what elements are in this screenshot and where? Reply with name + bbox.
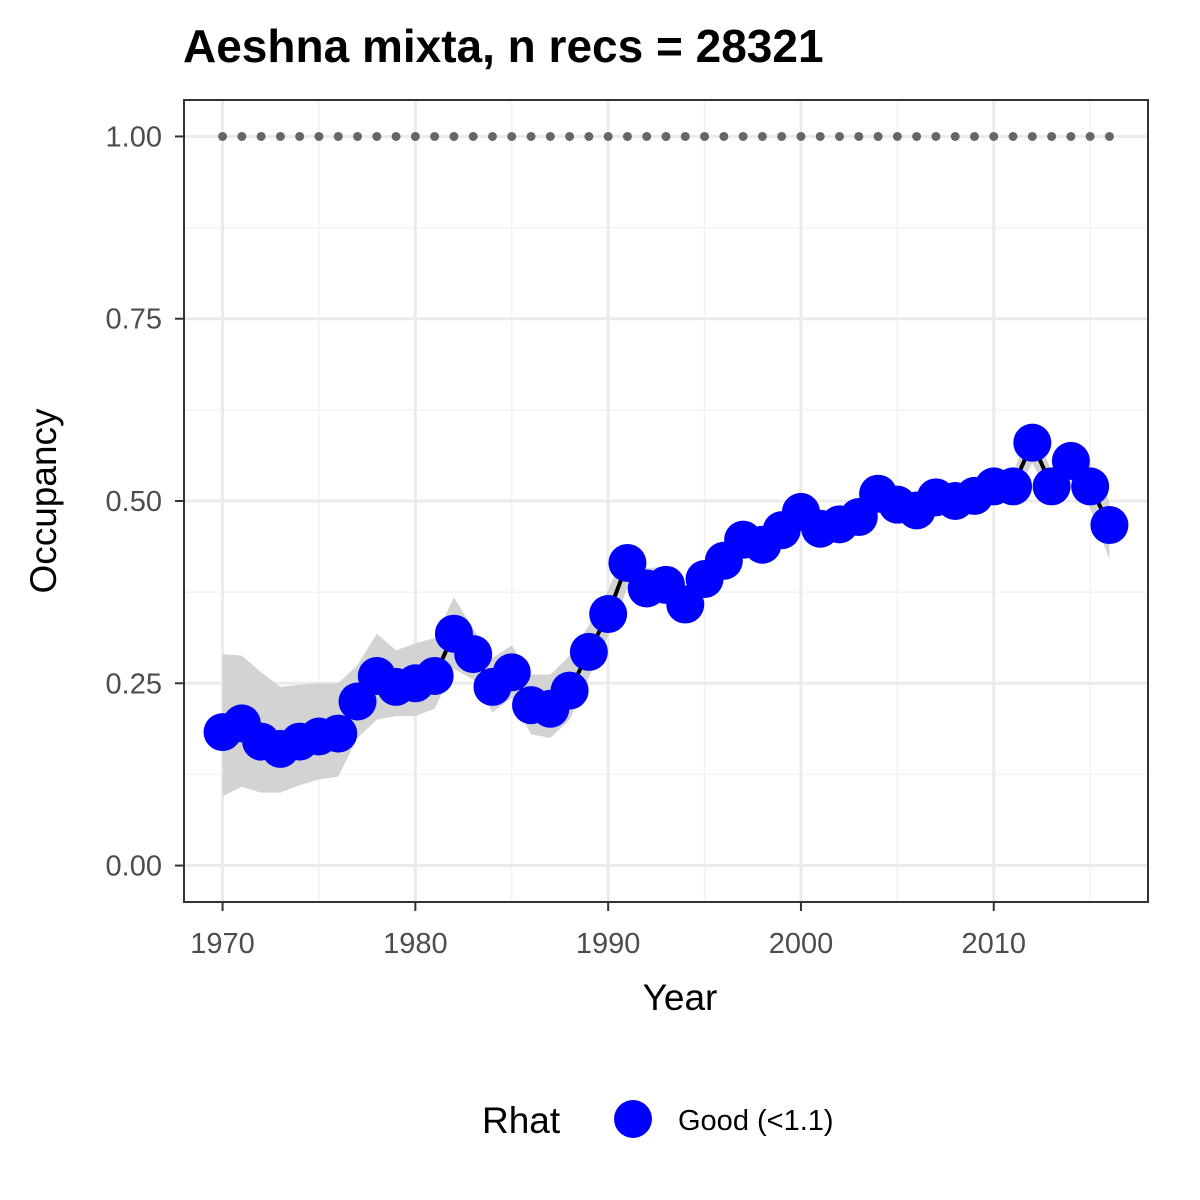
reference-dot <box>680 131 690 141</box>
reference-dot <box>1047 131 1057 141</box>
reference-dot <box>931 131 941 141</box>
reference-dot <box>1104 131 1114 141</box>
reference-dot <box>989 131 999 141</box>
reference-dot <box>969 131 979 141</box>
confidence-band <box>222 424 1110 797</box>
reference-dot <box>719 131 729 141</box>
reference-dot <box>410 131 420 141</box>
reference-dot <box>256 131 266 141</box>
reference-dot <box>757 131 767 141</box>
data-point <box>1071 467 1110 506</box>
y-tick-label: 0.25 <box>106 668 162 700</box>
reference-dot <box>275 131 285 141</box>
reference-dot <box>1027 131 1037 141</box>
y-axis: 0.00 0.25 0.50 0.75 1.00 <box>106 121 184 883</box>
data-point <box>1090 506 1129 545</box>
reference-dot <box>449 131 459 141</box>
reference-line <box>218 131 1114 141</box>
x-tick-label: 2010 <box>962 928 1027 960</box>
reference-dot <box>468 131 478 141</box>
reference-dot <box>565 131 575 141</box>
reference-dot <box>295 131 305 141</box>
reference-dot <box>333 131 343 141</box>
reference-dot <box>873 131 883 141</box>
x-axis-title: Year <box>643 977 718 1018</box>
x-tick-label: 1970 <box>190 928 255 960</box>
data-point <box>994 467 1033 506</box>
reference-dot <box>372 131 382 141</box>
reference-dot <box>584 131 594 141</box>
y-axis-title: Occupancy <box>23 408 64 594</box>
reference-dot <box>622 131 632 141</box>
reference-dot <box>430 131 440 141</box>
data-point <box>454 635 493 674</box>
reference-dot <box>218 131 228 141</box>
reference-dot <box>738 131 748 141</box>
reference-dot <box>892 131 902 141</box>
legend-label: Good (<1.1) <box>678 1105 834 1137</box>
reference-dot <box>835 131 845 141</box>
reference-dot <box>1066 131 1076 141</box>
reference-dot <box>353 131 363 141</box>
legend-title: Rhat <box>482 1100 561 1141</box>
y-tick-label: 1.00 <box>106 121 162 153</box>
data-point <box>319 714 358 753</box>
reference-dot <box>854 131 864 141</box>
reference-dot <box>487 131 497 141</box>
reference-dot <box>642 131 652 141</box>
reference-dot <box>661 131 671 141</box>
reference-dot <box>912 131 922 141</box>
data-point <box>492 653 531 692</box>
reference-dot <box>603 131 613 141</box>
reference-dot <box>1085 131 1095 141</box>
data-point <box>569 632 608 671</box>
reference-dot <box>391 131 401 141</box>
reference-dot <box>507 131 517 141</box>
data-point <box>589 595 628 634</box>
chart-title: Aeshna mixta, n recs = 28321 <box>183 20 824 72</box>
data-point <box>550 671 589 710</box>
x-tick-label: 1990 <box>576 928 641 960</box>
x-axis: 1970 1980 1990 2000 2010 <box>190 902 1026 960</box>
reference-dot <box>526 131 536 141</box>
data-point <box>1013 423 1052 462</box>
reference-dot <box>950 131 960 141</box>
reference-dot <box>796 131 806 141</box>
data-points <box>203 423 1129 768</box>
data-point <box>415 656 454 695</box>
legend-key <box>614 1100 652 1138</box>
reference-dot <box>1008 131 1018 141</box>
reference-dot <box>545 131 555 141</box>
reference-dot <box>777 131 787 141</box>
y-tick-label: 0.00 <box>106 851 162 883</box>
y-tick-label: 0.75 <box>106 304 162 336</box>
reference-dot <box>700 131 710 141</box>
x-tick-label: 1980 <box>383 928 448 960</box>
legend: Rhat Good (<1.1) <box>482 1100 834 1141</box>
y-tick-label: 0.50 <box>106 486 162 518</box>
plot-panel <box>183 99 1149 903</box>
reference-dot <box>314 131 324 141</box>
reference-dot <box>815 131 825 141</box>
x-tick-label: 2000 <box>769 928 834 960</box>
reference-dot <box>237 131 247 141</box>
